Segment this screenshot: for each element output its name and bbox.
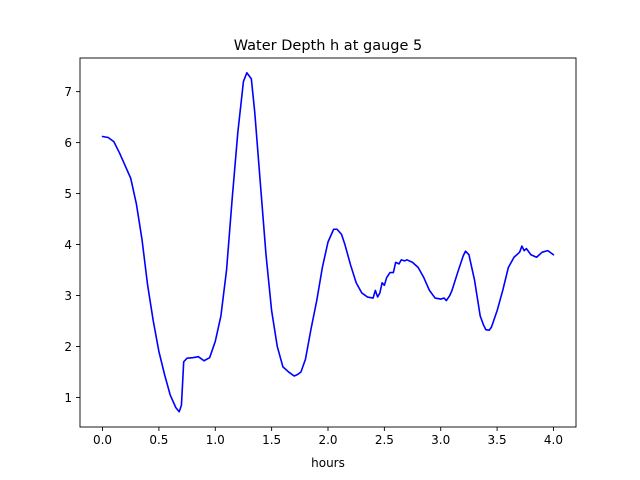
series-line-0: [101, 71, 555, 413]
x-tick-label: 2.0: [318, 433, 337, 447]
x-tick-label: 1.0: [206, 433, 225, 447]
y-tick-label: 6: [64, 136, 72, 150]
x-tick-label: 0.5: [149, 433, 168, 447]
x-tick-label: 2.5: [375, 433, 394, 447]
y-tick-label: 7: [64, 85, 72, 99]
y-tick-label: 2: [64, 340, 72, 354]
x-tick-label: 3.0: [431, 433, 450, 447]
y-tick-label: 3: [64, 289, 72, 303]
y-tick-label: 4: [64, 238, 72, 252]
y-tick-label: 5: [64, 187, 72, 201]
y-tick-label: 1: [64, 391, 72, 405]
x-tick-label: 1.5: [262, 433, 281, 447]
x-tick-label: 4.0: [544, 433, 563, 447]
chart-title: Water Depth h at gauge 5: [234, 38, 422, 54]
x-tick-label: 0.0: [93, 433, 112, 447]
plot-area: 0.0 0.5 1.0 1.5 2.0 2.5 3.0 3.5 4.0 1 2 3 4 5 6 7: [64, 57, 577, 447]
x-tick-label: 3.5: [488, 433, 507, 447]
x-axis-label: hours: [311, 456, 345, 470]
